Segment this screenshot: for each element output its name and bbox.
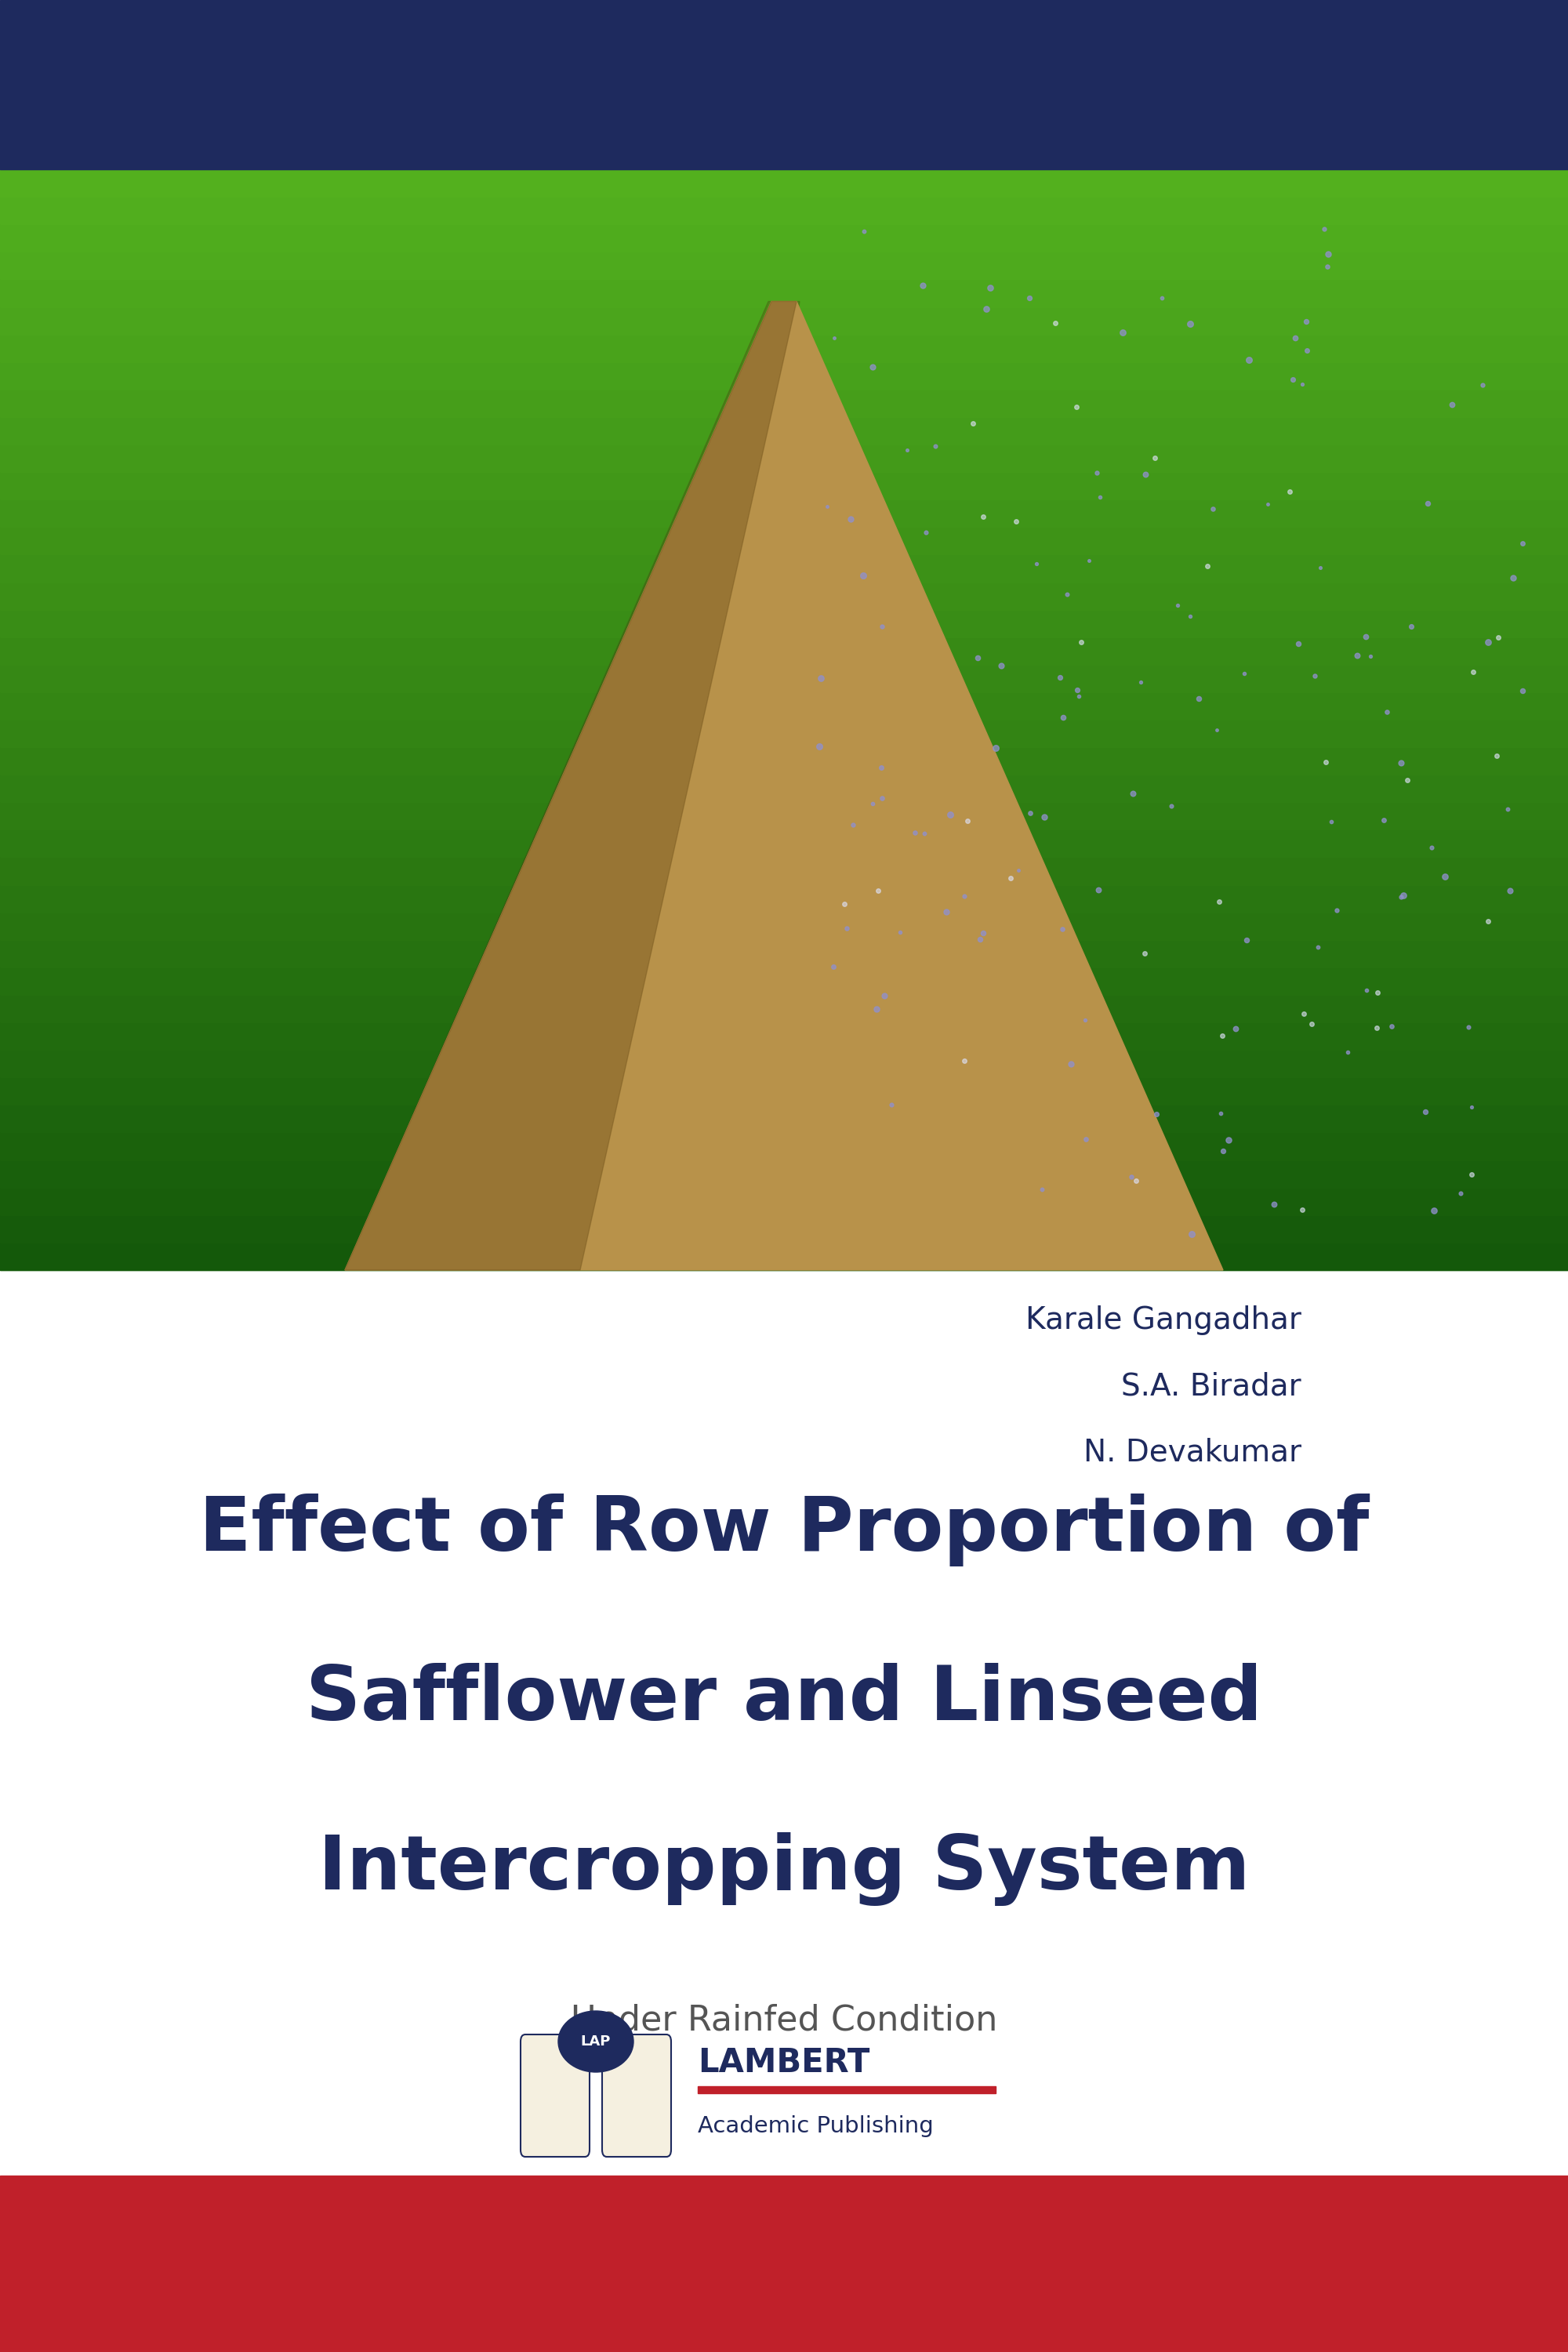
Bar xyxy=(0,748,1568,774)
Bar xyxy=(0,1023,1568,1049)
Bar xyxy=(0,1242,1568,1270)
Text: Academic Publishing: Academic Publishing xyxy=(698,2114,933,2138)
Bar xyxy=(0,499,1568,527)
Bar xyxy=(0,308,1568,334)
Text: LAMBERT: LAMBERT xyxy=(698,2046,870,2079)
Bar xyxy=(0,583,1568,609)
Bar xyxy=(0,527,1568,555)
Text: Safflower and Linseed: Safflower and Linseed xyxy=(306,1663,1262,1736)
Bar xyxy=(0,0,1568,169)
Bar xyxy=(0,774,1568,802)
Bar xyxy=(0,390,1568,416)
Polygon shape xyxy=(345,301,797,1270)
Bar xyxy=(0,334,1568,362)
Text: LAP: LAP xyxy=(580,2034,612,2049)
Bar xyxy=(0,416,1568,445)
Polygon shape xyxy=(345,301,1223,1270)
Text: Intercropping System: Intercropping System xyxy=(318,1832,1250,1905)
Bar xyxy=(0,941,1568,967)
Text: Under Rainfed Condition: Under Rainfed Condition xyxy=(571,2004,997,2037)
Text: S.A. Biradar: S.A. Biradar xyxy=(1121,1371,1301,1402)
Bar xyxy=(0,1160,1568,1188)
Bar xyxy=(0,830,1568,856)
Bar xyxy=(0,913,1568,941)
Bar xyxy=(0,1049,1568,1077)
Bar xyxy=(0,666,1568,691)
Ellipse shape xyxy=(558,2011,633,2072)
FancyBboxPatch shape xyxy=(521,2034,590,2157)
Bar xyxy=(0,967,1568,995)
Bar xyxy=(0,884,1568,913)
Bar xyxy=(0,609,1568,637)
Bar xyxy=(0,473,1568,499)
Text: Effect of Row Proportion of: Effect of Row Proportion of xyxy=(199,1494,1369,1566)
Bar xyxy=(0,856,1568,884)
Text: Karale Gangadhar: Karale Gangadhar xyxy=(1025,1305,1301,1336)
Polygon shape xyxy=(345,301,800,1270)
Bar xyxy=(0,252,1568,280)
Bar xyxy=(0,362,1568,390)
Bar xyxy=(0,1216,1568,1242)
Bar xyxy=(0,1131,1568,1160)
Bar xyxy=(0,1077,1568,1105)
Bar xyxy=(0,2176,1568,2352)
Bar xyxy=(0,445,1568,473)
Bar xyxy=(0,1188,1568,1216)
Bar xyxy=(0,1105,1568,1131)
Bar xyxy=(698,2086,996,2093)
Bar xyxy=(0,995,1568,1023)
Bar xyxy=(0,802,1568,830)
Bar xyxy=(0,223,1568,252)
Bar xyxy=(0,198,1568,223)
Bar xyxy=(0,691,1568,720)
Text: N. Devakumar: N. Devakumar xyxy=(1083,1437,1301,1468)
Bar xyxy=(0,169,1568,1270)
Bar xyxy=(0,720,1568,748)
FancyBboxPatch shape xyxy=(602,2034,671,2157)
Bar xyxy=(0,280,1568,308)
Bar xyxy=(0,169,1568,198)
Bar xyxy=(0,637,1568,666)
Bar xyxy=(0,555,1568,583)
